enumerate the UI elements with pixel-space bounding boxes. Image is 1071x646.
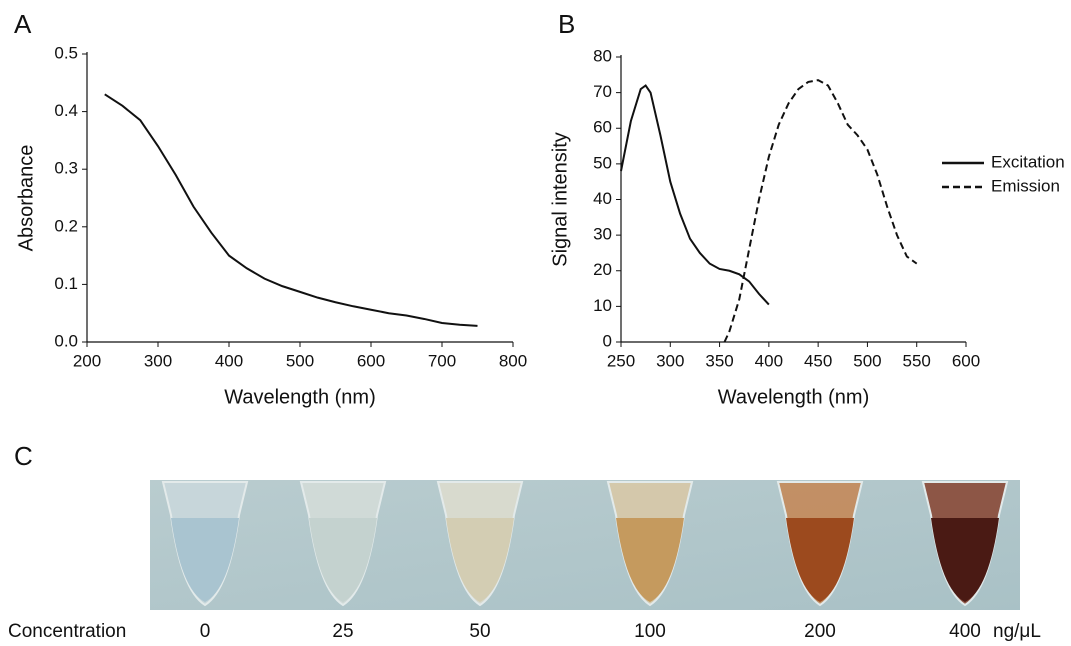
concentration-label: 50: [469, 621, 490, 642]
concentration-label: 200: [804, 621, 836, 642]
photo: [150, 480, 1020, 610]
panel-label: B: [558, 9, 575, 39]
y-axis-label: Absorbance: [15, 145, 37, 252]
x-tick-label: 500: [286, 351, 314, 370]
x-tick-label: 350: [705, 351, 733, 370]
concentration-label: 25: [332, 621, 353, 642]
tube-liquid: [616, 518, 684, 602]
panel-label: C: [14, 441, 33, 471]
x-tick-label: 400: [755, 351, 783, 370]
y-tick-label: 30: [593, 225, 612, 244]
y-tick-label: 0.2: [54, 216, 78, 235]
x-tick-label: 300: [144, 351, 172, 370]
y-tick-label: 70: [593, 82, 612, 101]
y-tick-label: 0.4: [54, 101, 78, 120]
data-line: [104, 93, 478, 327]
concentration-label: 400: [949, 621, 981, 642]
row-label: Concentration: [8, 621, 126, 642]
tube-liquid: [171, 518, 239, 602]
tube-liquid: [309, 518, 377, 602]
y-tick-label: 0.1: [54, 274, 78, 293]
x-tick-label: 550: [903, 351, 931, 370]
y-tick-label: 0: [603, 331, 612, 350]
x-tick-label: 250: [607, 351, 635, 370]
y-tick-label: 0.5: [54, 43, 78, 62]
concentration-label: 100: [634, 621, 666, 642]
y-tick-label: 60: [593, 118, 612, 137]
x-tick-label: 600: [357, 351, 385, 370]
y-tick-label: 80: [593, 46, 612, 65]
panel-label: A: [14, 9, 32, 39]
x-tick-label: 300: [656, 351, 684, 370]
x-axis-label: Wavelength (nm): [718, 386, 870, 408]
x-tick-label: 400: [215, 351, 243, 370]
x-tick-label: 450: [804, 351, 832, 370]
x-tick-label: 200: [73, 351, 101, 370]
data-line: [723, 79, 918, 343]
tube-liquid: [931, 518, 999, 602]
y-tick-label: 0.0: [54, 331, 78, 350]
y-tick-label: 0.3: [54, 159, 78, 178]
tube-liquid: [786, 518, 854, 602]
unit-label: ng/μL: [993, 621, 1041, 642]
legend-label: Emission: [991, 176, 1060, 195]
x-axis-label: Wavelength (nm): [224, 386, 376, 408]
data-line: [620, 84, 770, 306]
y-tick-label: 20: [593, 260, 612, 279]
tube-liquid: [446, 518, 514, 602]
y-axis-label: Signal intensity: [549, 132, 571, 267]
x-tick-label: 500: [853, 351, 881, 370]
y-tick-label: 40: [593, 189, 612, 208]
legend-label: Excitation: [991, 152, 1065, 171]
x-tick-label: 600: [952, 351, 980, 370]
concentration-label: 0: [200, 621, 211, 642]
y-tick-label: 10: [593, 296, 612, 315]
y-tick-label: 50: [593, 153, 612, 172]
x-tick-label: 800: [499, 351, 527, 370]
x-tick-label: 700: [428, 351, 456, 370]
